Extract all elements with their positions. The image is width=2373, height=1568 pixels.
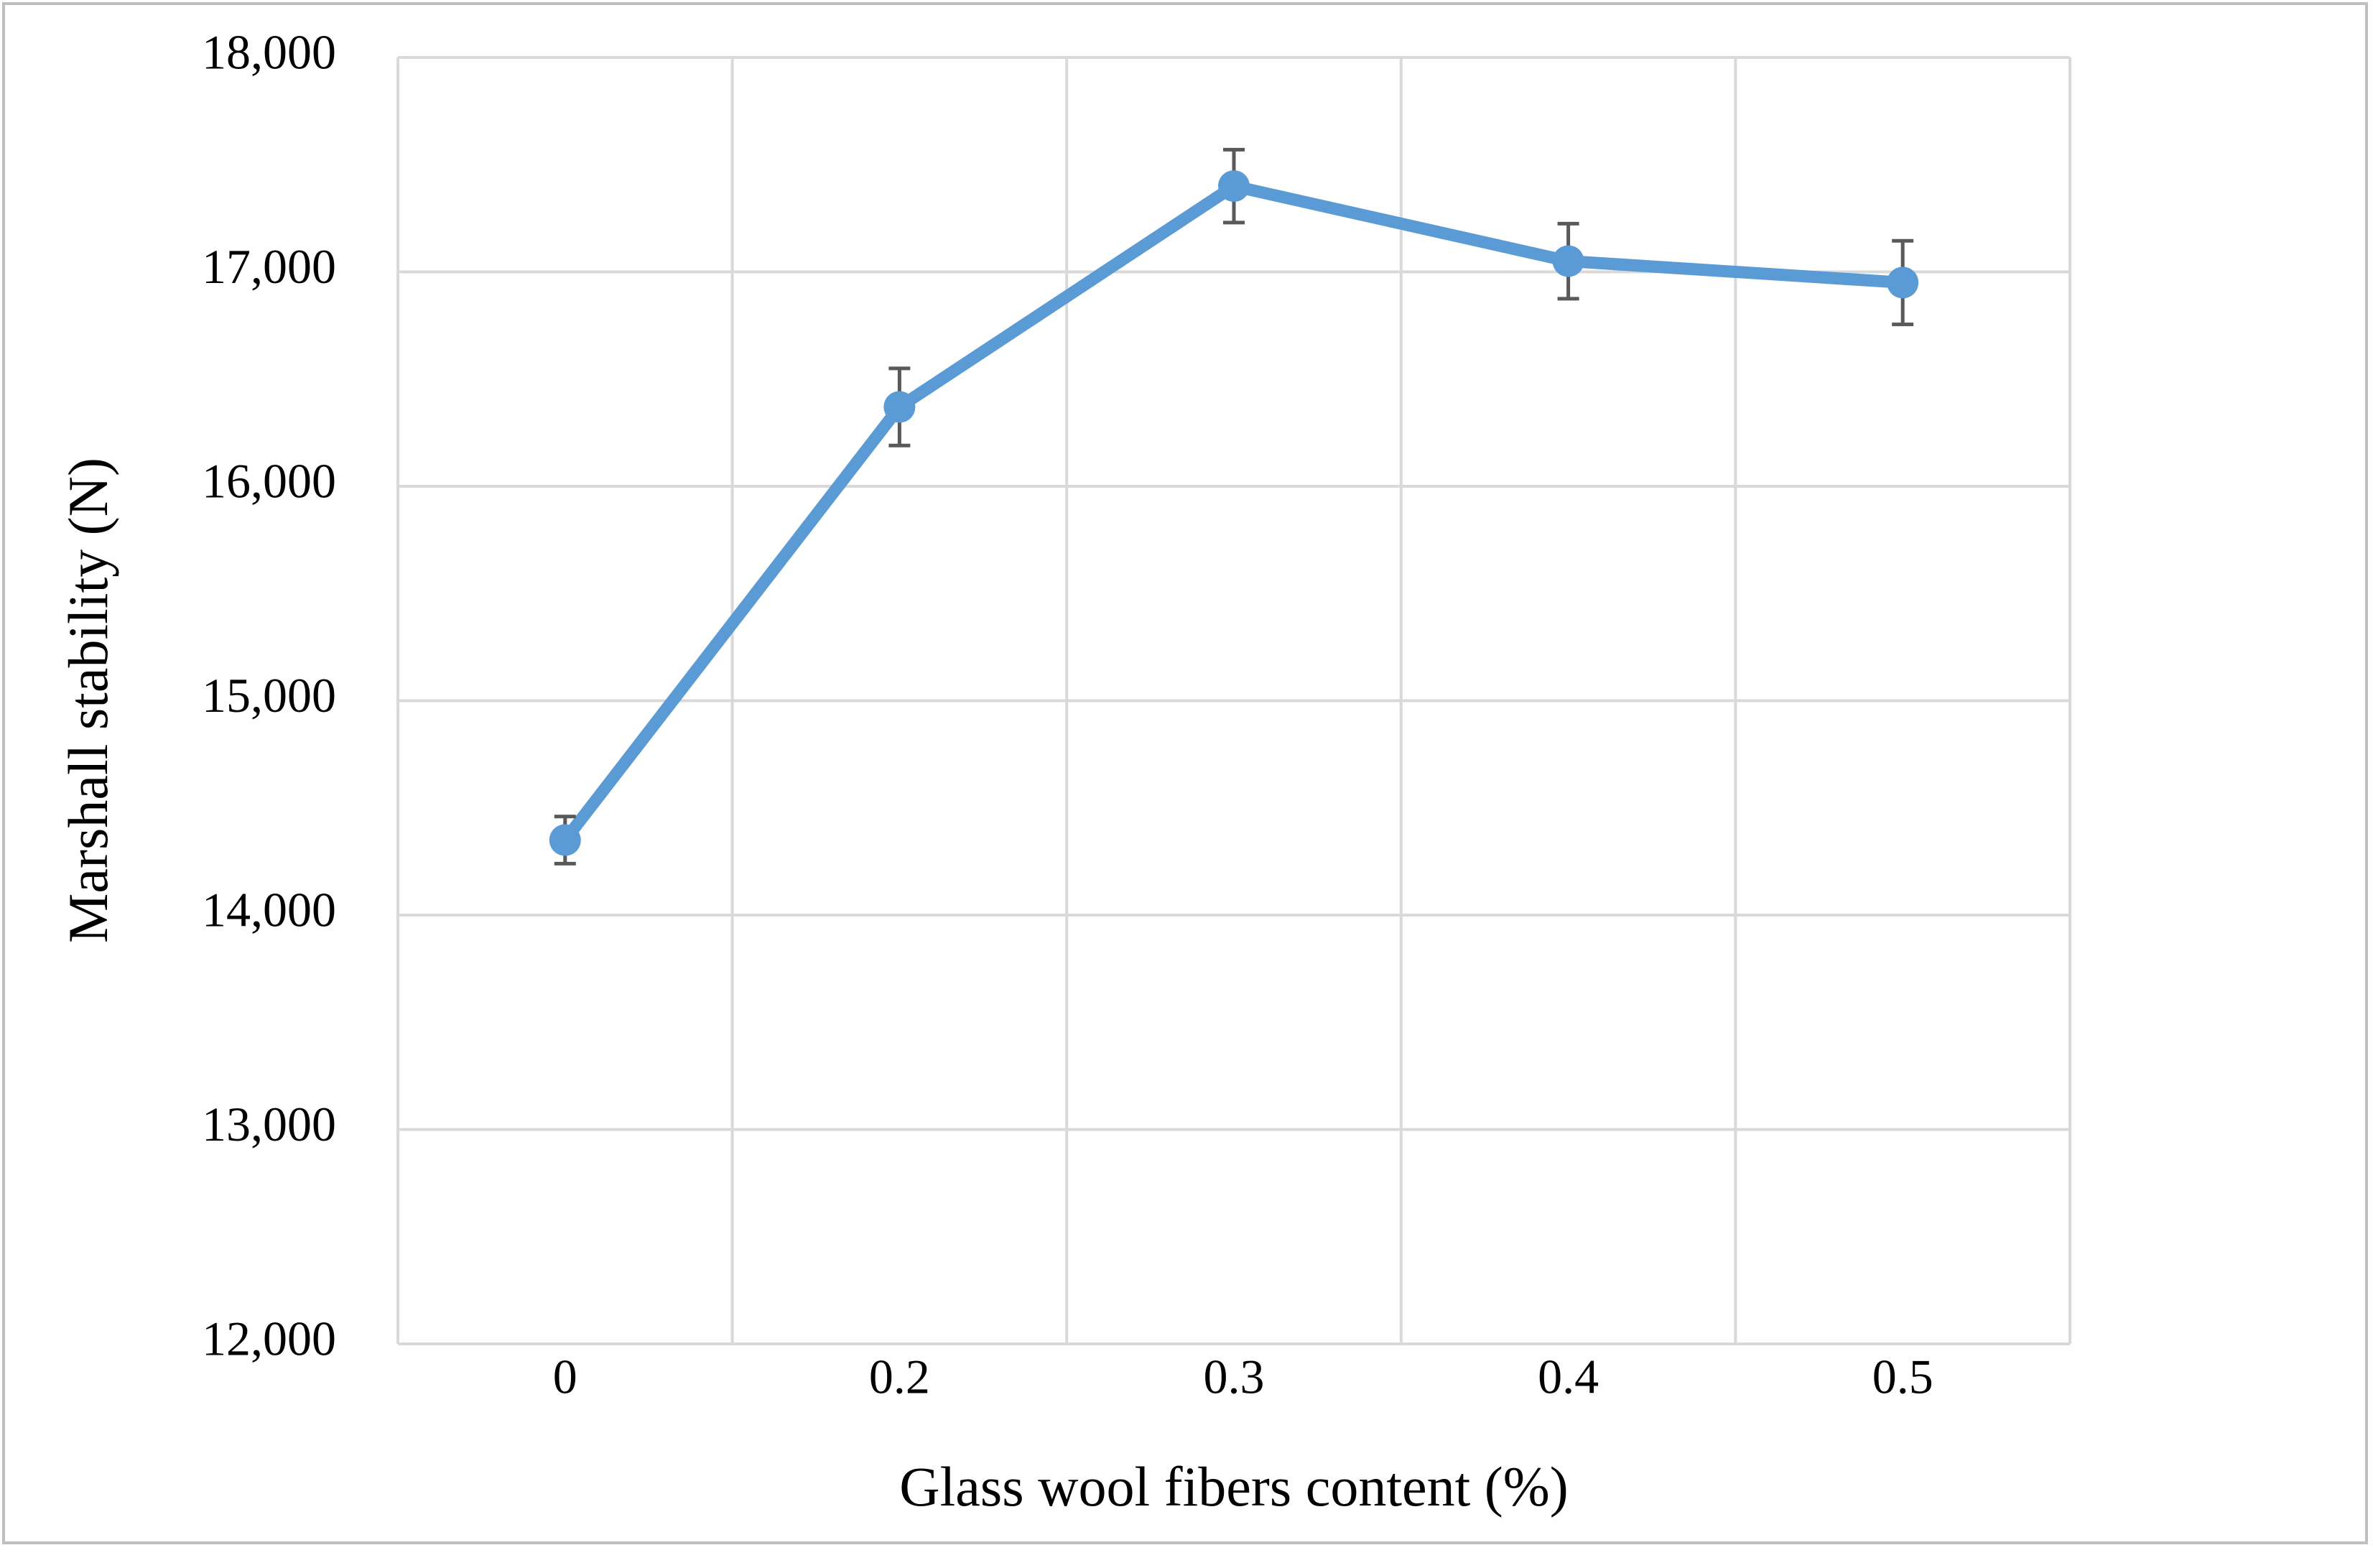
x-tick-label: 0.3 xyxy=(1204,1350,1265,1404)
y-tick-label: 16,000 xyxy=(202,454,336,509)
x-axis-label: Glass wool fibers content (%) xyxy=(899,1455,1568,1518)
y-tick-label: 12,000 xyxy=(202,1312,336,1366)
y-tick-label: 17,000 xyxy=(202,239,336,294)
x-tick-label: 0.2 xyxy=(869,1350,930,1404)
marker xyxy=(1552,245,1584,277)
x-tick-label: 0 xyxy=(553,1350,577,1404)
y-axis-label: Marshall stability (N) xyxy=(57,458,119,943)
marker xyxy=(549,824,581,856)
y-tick-label: 18,000 xyxy=(202,25,336,80)
y-tick-label: 15,000 xyxy=(202,668,336,723)
x-tick-label: 0.5 xyxy=(1872,1350,1933,1404)
x-tick-label: 0.4 xyxy=(1538,1350,1599,1404)
y-tick-label: 14,000 xyxy=(202,883,336,937)
marker xyxy=(883,391,916,423)
y-tick-label: 13,000 xyxy=(202,1097,336,1151)
marker xyxy=(1887,266,1919,299)
marker xyxy=(1218,170,1250,203)
